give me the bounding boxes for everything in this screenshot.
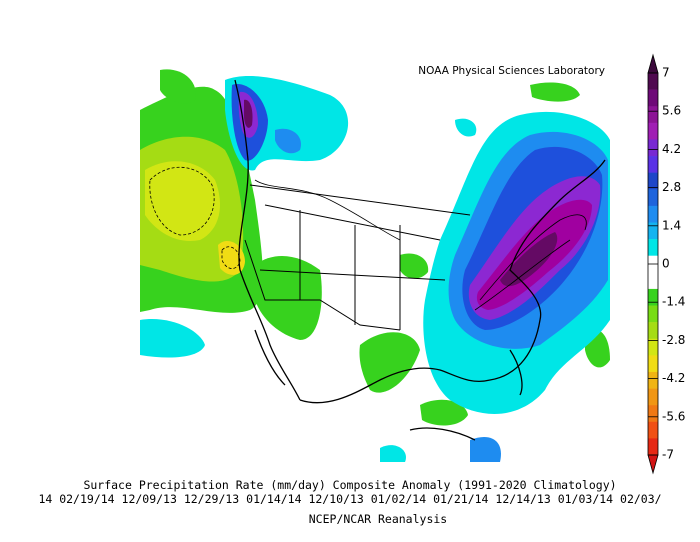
composite-dates: 14 02/19/14 12/09/13 12/29/13 01/14/14 1… [38,492,661,506]
colorbar-tick-label: -4.2 [662,371,685,385]
map-plot [140,62,610,462]
credit: NOAA Physical Sciences Laboratory [418,65,605,77]
colorbar-segment [648,106,658,124]
colorbar-segment [648,338,658,356]
colorbar-segment [648,89,658,107]
dry-area [530,82,580,102]
border [244,239,401,331]
colorbar-segment [648,405,658,423]
colorbar-tick-label: 7 [662,66,670,80]
colorbar-segment [648,421,658,439]
map-title: Surface Precipitation Rate (mm/day) Comp… [83,478,616,492]
source: NCEP/NCAR Reanalysis [309,512,447,526]
colorbar-segment [648,189,658,207]
border [249,184,471,216]
colorbar-segment [648,371,658,389]
colorbar-tick-label: 0 [662,257,670,271]
colorbar-tick-label: -5.6 [662,409,685,423]
colorbar-segment [648,305,658,323]
colorbar-segment [648,73,658,90]
colorbar-tick-label: 5.6 [662,104,681,118]
colorbar-tick-label: -2.8 [662,333,685,347]
dry-area [359,332,420,393]
coastline [509,349,523,396]
contour [474,239,571,311]
colorbar-segment [648,156,658,173]
wet-area [275,128,301,154]
colorbar-segment [648,355,658,373]
colorbar-tick-label: 1.4 [662,218,681,232]
coastline [234,79,301,401]
wet-area [455,118,477,137]
coastline [299,159,606,404]
colorbar-segment [648,272,658,290]
dry-area [145,161,220,241]
colorbar-segment [648,222,658,240]
wet-area [244,99,253,128]
dry-area [400,253,429,279]
wet-area [470,436,501,462]
contour [149,166,215,236]
wet-area [140,319,205,358]
dry-area [255,255,322,340]
contour [479,214,587,301]
colorbar-segment [648,172,658,190]
colorbar: 7 5.6 4.2 2.8 1.4 0 -1.4 -2.8 -4.2 -5.6 -7 [647,53,685,475]
colorbar-tick-label: -1.4 [662,295,685,309]
colorbar-segment [648,122,658,140]
colorbar-segment [648,239,658,256]
colorbar-segment [648,388,658,406]
wet-area [380,445,406,462]
dry-area [420,399,468,426]
wet-area [500,232,558,287]
colorbar-cap [647,53,659,74]
dry-area [218,241,245,275]
colorbar-segment [648,139,658,157]
colorbar-tick-label: 4.2 [662,142,681,156]
contour [254,179,401,241]
contour [221,246,241,269]
colorbar-segment [648,288,658,306]
colorbar-tick-label: -7 [662,448,674,462]
border [259,204,446,281]
colorbar-segment [648,322,658,340]
dry-area [160,69,196,104]
colorbar-segment [648,438,658,456]
colorbar-tick-label: 2.8 [662,180,681,194]
coastline [254,329,286,386]
colorbar-cap [647,454,659,475]
colorbar-segment [648,205,658,223]
coastline [409,427,476,441]
